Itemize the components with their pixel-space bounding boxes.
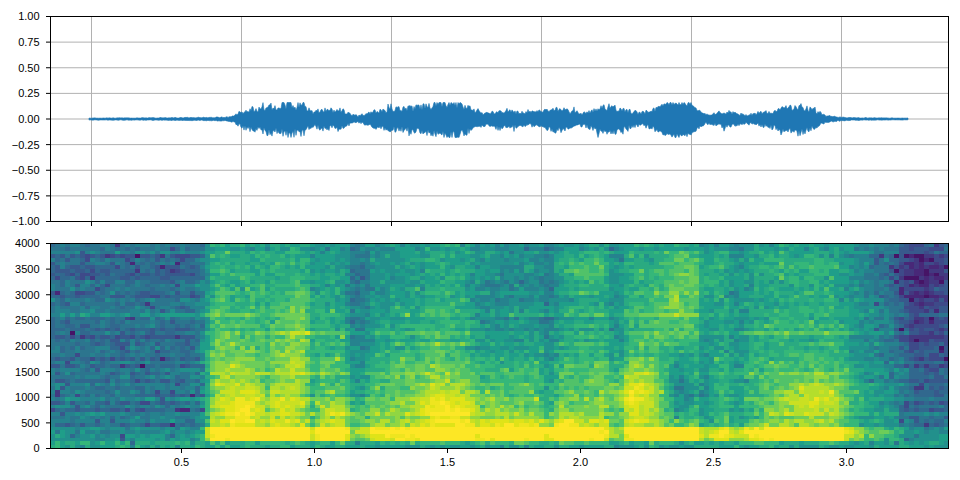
- svg-text:3000: 3000: [15, 289, 39, 301]
- svg-text:0.75: 0.75: [18, 36, 39, 48]
- svg-text:4000: 4000: [15, 237, 39, 249]
- svg-text:2000: 2000: [15, 340, 39, 352]
- svg-text:−1.00: −1.00: [12, 215, 40, 227]
- svg-text:0: 0: [33, 442, 39, 454]
- svg-text:500: 500: [21, 417, 39, 429]
- svg-text:−0.25: −0.25: [12, 139, 40, 151]
- svg-text:1.0: 1.0: [307, 456, 322, 468]
- svg-text:3500: 3500: [15, 263, 39, 275]
- svg-text:2.0: 2.0: [573, 456, 588, 468]
- svg-text:1500: 1500: [15, 366, 39, 378]
- svg-text:−0.75: −0.75: [12, 190, 40, 202]
- svg-text:0.00: 0.00: [18, 113, 39, 125]
- svg-text:−0.50: −0.50: [12, 164, 40, 176]
- svg-text:2500: 2500: [15, 314, 39, 326]
- svg-text:1.00: 1.00: [18, 10, 39, 22]
- svg-text:1000: 1000: [15, 391, 39, 403]
- svg-text:3.0: 3.0: [839, 456, 854, 468]
- svg-text:2.5: 2.5: [706, 456, 721, 468]
- svg-text:0.25: 0.25: [18, 87, 39, 99]
- svg-text:0.50: 0.50: [18, 62, 39, 74]
- svg-text:0.5: 0.5: [174, 456, 189, 468]
- svg-text:1.5: 1.5: [440, 456, 455, 468]
